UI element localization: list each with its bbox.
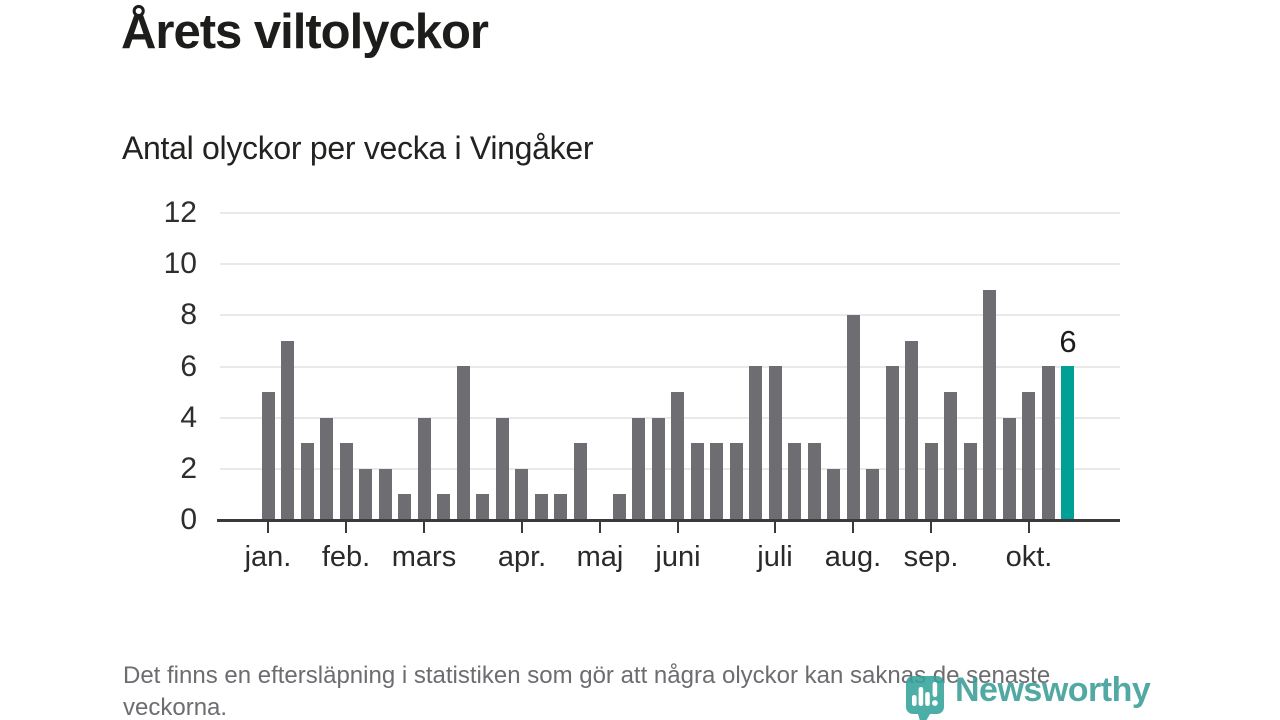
bar-week-25 [730, 443, 743, 520]
x-axis-label-jan: jan. [244, 541, 292, 573]
y-axis-label-8: 8 [180, 298, 197, 332]
bar-week-29 [808, 443, 821, 520]
gridline-10 [220, 263, 1120, 266]
last-value-annotation: 6 [1059, 324, 1077, 359]
gridline-4 [220, 416, 1120, 419]
bar-week-20 [632, 418, 645, 520]
x-axis-label-mars: mars [391, 541, 457, 573]
bar-week-14 [515, 469, 528, 520]
bar-week-39 [1003, 418, 1016, 520]
gridline-2 [220, 467, 1120, 470]
x-axis-label-feb: feb. [321, 541, 371, 573]
x-tick-apr [521, 522, 523, 533]
bar-week-21 [652, 418, 665, 520]
y-axis-label-12: 12 [163, 196, 197, 229]
bar-week-36 [944, 392, 957, 520]
x-axis-label-juli: juli [757, 541, 793, 573]
bar-week-11 [457, 366, 470, 520]
bar-week-38 [983, 290, 996, 520]
y-axis-label-4: 4 [180, 400, 197, 434]
y-axis-label-6: 6 [180, 349, 197, 383]
bar-week-9 [418, 418, 431, 520]
bar-week-28 [788, 443, 801, 520]
bar-week-22 [671, 392, 684, 520]
bar-week-31 [847, 315, 860, 520]
gridline-6 [220, 365, 1120, 368]
bar-week-13 [496, 418, 509, 520]
x-tick-juli [774, 522, 776, 533]
bar-week-30 [827, 469, 840, 520]
x-tick-aug [852, 522, 854, 533]
gridline-8 [220, 314, 1120, 317]
x-axis-line [217, 519, 1120, 522]
bar-week-32 [866, 469, 879, 520]
bar-week-5 [340, 443, 353, 520]
bar-week-15 [535, 494, 548, 520]
x-tick-mars [423, 522, 425, 533]
y-axis-label-2: 2 [180, 451, 197, 485]
bar-week-24 [710, 443, 723, 520]
chart-subtitle: Antal olyckor per vecka i Vingåker [122, 130, 594, 166]
x-axis-label-apr: apr. [497, 541, 547, 573]
newsworthy-wordmark: Newsworthy [955, 671, 1151, 709]
bar-week-1 [262, 392, 275, 520]
bar-week-10 [437, 494, 450, 520]
bar-week-40 [1022, 392, 1035, 520]
bar-week-12 [476, 494, 489, 520]
x-tick-sep [930, 522, 932, 533]
bar-week-41 [1042, 366, 1055, 520]
bar-week-8 [398, 494, 411, 520]
x-tick-juni [677, 522, 679, 533]
highlight-bar-week-42 [1061, 366, 1074, 520]
x-tick-okt [1028, 522, 1030, 533]
footer-note: Det finns en eftersläpning i statistiken… [123, 662, 1051, 720]
bar-week-23 [691, 443, 704, 520]
bar-week-34 [905, 341, 918, 520]
bar-week-19 [613, 494, 626, 520]
x-axis-label-maj: maj [576, 541, 624, 573]
bar-week-16 [554, 494, 567, 520]
y-axis-label-0: 0 [180, 503, 197, 536]
x-axis-label-okt: okt. [1005, 541, 1053, 573]
bar-week-3 [301, 443, 314, 520]
newsworthy-logo: Newsworthy [906, 662, 1151, 720]
bar-week-17 [574, 443, 587, 520]
bar-week-33 [886, 366, 899, 520]
gridline-12 [220, 212, 1120, 214]
bar-week-26 [749, 366, 762, 520]
bar-week-27 [769, 366, 782, 520]
x-tick-maj [599, 522, 601, 533]
x-tick-feb [345, 522, 347, 533]
bar-week-2 [281, 341, 294, 520]
x-axis-label-juni: juni [655, 541, 701, 573]
page-title: Årets viltolyckor [121, 5, 489, 59]
bar-week-4 [320, 418, 333, 520]
bar-week-35 [925, 443, 938, 520]
bar-week-7 [379, 469, 392, 520]
x-axis-label-sep: sep. [903, 541, 959, 573]
bar-week-37 [964, 443, 977, 520]
newsworthy-pin-icon [906, 676, 944, 720]
bar-week-6 [359, 469, 372, 520]
y-axis-label-10: 10 [163, 247, 197, 281]
x-tick-jan [267, 522, 269, 533]
x-axis-label-aug: aug. [824, 541, 882, 573]
